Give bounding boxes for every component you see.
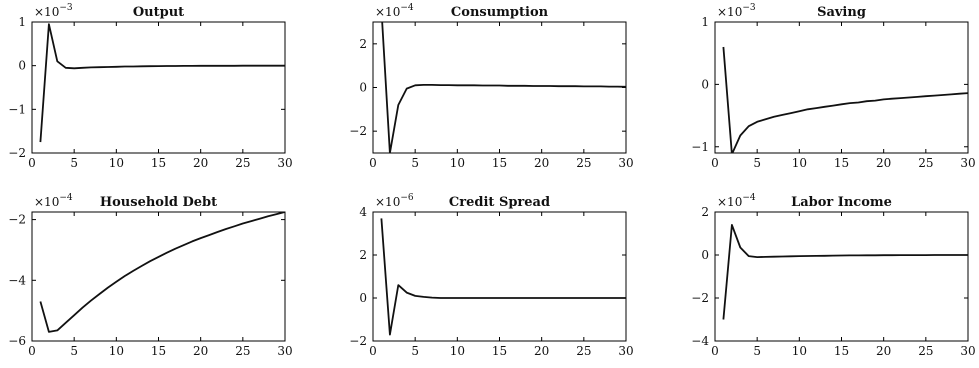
x-tick-label: 10 xyxy=(450,344,465,358)
panel-title: Household Debt xyxy=(100,195,217,210)
axis-exponent-label: ×10−6 xyxy=(375,193,414,209)
series-line xyxy=(381,22,626,153)
y-tick-label: −4 xyxy=(8,273,26,287)
y-tick-label: −1 xyxy=(691,140,709,154)
x-tick-label: 25 xyxy=(576,344,591,358)
x-tick-label: 25 xyxy=(576,156,591,170)
x-tick-label: 0 xyxy=(369,344,377,358)
y-tick-label: 0 xyxy=(701,77,709,91)
y-tick-label: 0 xyxy=(359,81,367,95)
panel-title: Labor Income xyxy=(791,195,892,210)
series-line xyxy=(39,23,285,143)
y-tick-label: 2 xyxy=(359,248,367,262)
x-tick-label: 25 xyxy=(235,156,250,170)
x-tick-label: 30 xyxy=(618,156,633,170)
x-tick-label: 20 xyxy=(193,344,208,358)
x-tick-label: 20 xyxy=(193,156,208,170)
x-tick-label: 0 xyxy=(28,344,36,358)
x-tick-label: 15 xyxy=(834,344,849,358)
axis-exponent-label: ×10−4 xyxy=(375,3,414,19)
x-tick-label: 0 xyxy=(711,156,719,170)
x-tick-label: 5 xyxy=(753,156,761,170)
x-tick-label: 10 xyxy=(109,344,124,358)
x-tick-label: 15 xyxy=(151,344,166,358)
x-tick-label: 20 xyxy=(534,156,549,170)
panel-output: Output ×10−3 0 5 10 15 20 25 30 −2 −1 0 1 xyxy=(8,3,292,170)
axes-box xyxy=(31,21,286,154)
y-tick-label: −2 xyxy=(8,213,26,227)
x-tick-label: 0 xyxy=(711,344,719,358)
y-tick-label: −2 xyxy=(8,146,26,160)
panel-household-debt: Household Debt ×10−4 0 5 10 15 20 25 30 −6 −4 −2 xyxy=(8,193,292,358)
y-tick-label: 0 xyxy=(701,248,709,262)
panel-labor-income: Labor Income ×10−4 0 5 10 15 20 25 30 −4 −2 0 2 xyxy=(691,193,975,358)
panel-title: Credit Spread xyxy=(449,195,550,210)
y-tick-label: −1 xyxy=(8,102,26,116)
panel-title: Saving xyxy=(817,5,866,20)
x-tick-label: 10 xyxy=(792,344,807,358)
x-tick-label: 20 xyxy=(534,344,549,358)
x-tick-label: 10 xyxy=(109,156,124,170)
y-tick-label: −2 xyxy=(349,124,367,138)
x-tick-label: 5 xyxy=(411,344,419,358)
x-tick-label: 5 xyxy=(411,156,419,170)
y-tick-label: 0 xyxy=(359,291,367,305)
y-tick-label: 1 xyxy=(701,15,709,29)
x-tick-label: 5 xyxy=(70,344,78,358)
x-tick-label: 25 xyxy=(918,344,933,358)
y-tick-label: 1 xyxy=(18,15,26,29)
series-line xyxy=(722,223,968,320)
axis-exponent-label: ×10−4 xyxy=(717,193,756,209)
x-tick-label: 20 xyxy=(876,344,891,358)
axis-exponent-label: ×10−3 xyxy=(34,3,73,19)
x-tick-label: 0 xyxy=(28,156,36,170)
series-line xyxy=(722,46,968,153)
axes-box xyxy=(372,211,627,342)
y-tick-label: 2 xyxy=(359,37,367,51)
x-tick-label: 30 xyxy=(960,344,975,358)
x-tick-label: 30 xyxy=(618,344,633,358)
x-tick-label: 10 xyxy=(450,156,465,170)
axis-exponent-label: ×10−4 xyxy=(34,193,73,209)
x-tick-label: 15 xyxy=(834,156,849,170)
panel-consumption: Consumption ×10−4 0 5 10 15 20 25 30 −2 0 2 xyxy=(349,3,633,170)
x-tick-label: 30 xyxy=(960,156,975,170)
y-tick-label: −6 xyxy=(8,334,26,348)
x-tick-label: 0 xyxy=(369,156,377,170)
x-tick-label: 15 xyxy=(492,156,507,170)
x-tick-label: 30 xyxy=(277,156,292,170)
y-tick-label: 2 xyxy=(701,205,709,219)
axis-exponent-label: ×10−3 xyxy=(717,3,756,19)
series-line xyxy=(380,218,626,336)
x-tick-label: 5 xyxy=(753,344,761,358)
panel-title: Consumption xyxy=(451,5,549,20)
x-tick-label: 25 xyxy=(918,156,933,170)
y-tick-label: −4 xyxy=(691,334,709,348)
x-tick-label: 25 xyxy=(235,344,250,358)
y-tick-label: −2 xyxy=(349,334,367,348)
x-tick-label: 10 xyxy=(792,156,807,170)
panel-title: Output xyxy=(133,5,184,20)
x-tick-label: 30 xyxy=(277,344,292,358)
x-tick-label: 15 xyxy=(151,156,166,170)
axes-box xyxy=(31,211,286,342)
y-tick-label: 0 xyxy=(18,59,26,73)
axes-box xyxy=(714,211,969,342)
panel-saving: Saving×10−30 5 10 15 20 25 30−101 xyxy=(691,3,975,170)
y-tick-label: 4 xyxy=(359,205,367,219)
x-tick-label: 5 xyxy=(70,156,78,170)
x-tick-label: 20 xyxy=(876,156,891,170)
x-tick-label: 15 xyxy=(492,344,507,358)
y-tick-label: −2 xyxy=(691,291,709,305)
axes-box xyxy=(714,21,969,154)
series-line xyxy=(39,212,285,333)
